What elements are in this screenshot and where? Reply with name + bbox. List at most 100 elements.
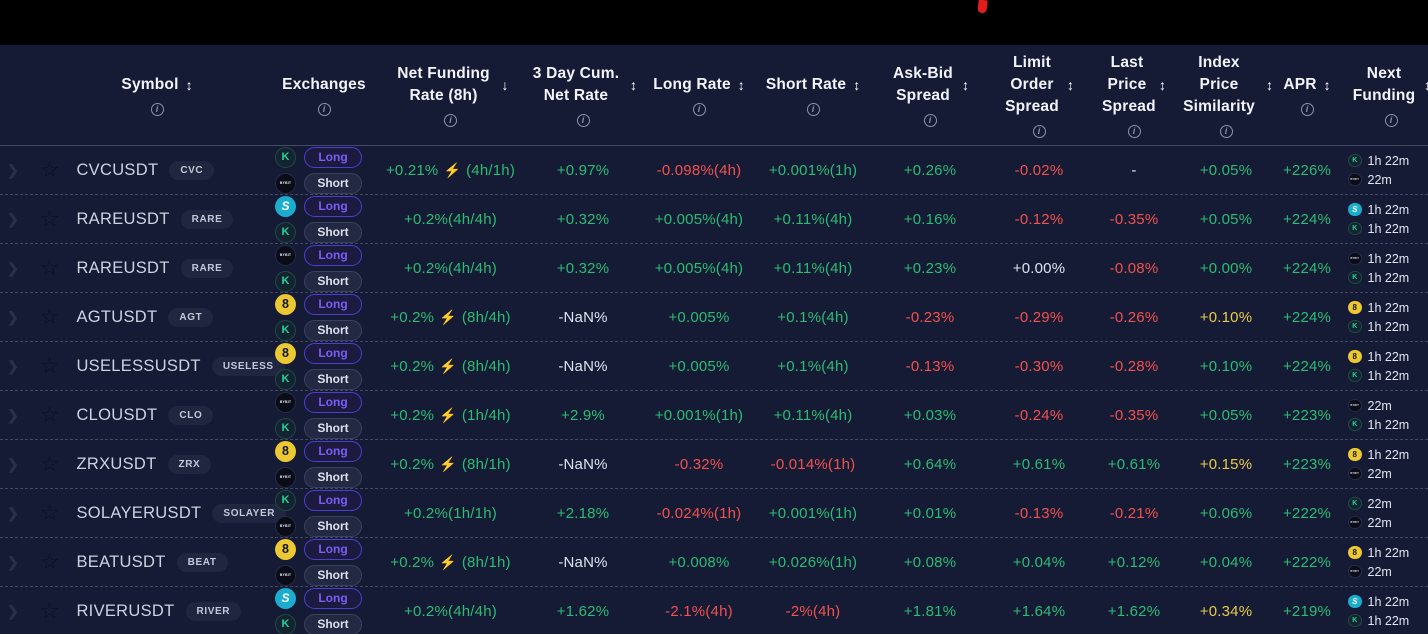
short-badge[interactable]: Short bbox=[304, 172, 362, 194]
col-header-next-funding[interactable]: Next Funding ↕ i bbox=[1341, 63, 1428, 127]
favorite-star-icon[interactable]: ☆ bbox=[39, 304, 60, 329]
short-badge[interactable]: Short bbox=[304, 270, 362, 292]
info-icon[interactable]: i bbox=[1384, 113, 1398, 127]
table-row[interactable]: ❯ ☆ ZRXUSDT ZRX 8 Long BYBIT Short +0.2%… bbox=[0, 440, 1428, 489]
sort-icon[interactable]: ↕ bbox=[962, 77, 969, 93]
short-badge[interactable]: Short bbox=[304, 515, 362, 537]
expand-row-icon[interactable]: ❯ bbox=[7, 161, 19, 178]
apr-cell: +223% bbox=[1273, 407, 1341, 424]
expand-row-icon[interactable]: ❯ bbox=[7, 602, 19, 619]
long-badge[interactable]: Long bbox=[304, 538, 362, 560]
favorite-star-icon[interactable]: ☆ bbox=[39, 549, 60, 574]
col-header-last-price-spread[interactable]: Last Price Spread ↕ i bbox=[1089, 52, 1179, 138]
sort-icon[interactable]: ↕ bbox=[1067, 77, 1074, 93]
favorite-star-icon[interactable]: ☆ bbox=[39, 598, 60, 623]
table-row[interactable]: ❯ ☆ AGTUSDT AGT 8 Long K Short +0.2% ⚡ (… bbox=[0, 293, 1428, 342]
ask-bid-spread-value: +0.64% bbox=[903, 455, 957, 473]
long-badge[interactable]: Long bbox=[304, 293, 362, 315]
table-row[interactable]: ❯ ☆ SOLAYERUSDT SOLAYER K Long BYBIT Sho… bbox=[0, 489, 1428, 538]
short-rate-value: +0.1%(4h) bbox=[777, 357, 849, 375]
expand-row-icon[interactable]: ❯ bbox=[7, 455, 19, 472]
info-icon[interactable]: i bbox=[806, 102, 820, 116]
sort-icon[interactable]: ↕ bbox=[1159, 77, 1166, 93]
sort-icon[interactable]: ↕ bbox=[853, 77, 861, 93]
table-row[interactable]: ❯ ☆ CVCUSDT CVC K Long BYBIT Short +0.21… bbox=[0, 146, 1428, 195]
info-icon[interactable]: i bbox=[1032, 124, 1046, 138]
favorite-star-icon[interactable]: ☆ bbox=[39, 157, 60, 182]
col-header-index-price-similarity[interactable]: Index Price Similarity ↕ i bbox=[1179, 52, 1273, 138]
limit-order-spread-value: -0.29% bbox=[1014, 308, 1064, 326]
sort-icon[interactable]: ↕ bbox=[1424, 77, 1428, 93]
col-header-net-funding-rate[interactable]: Net Funding Rate (8h) ↓ i bbox=[378, 63, 523, 127]
col-header-ask-bid-spread[interactable]: Ask-Bid Spread ↕ i bbox=[871, 63, 989, 127]
base-asset-badge: RARE bbox=[180, 209, 234, 229]
info-icon[interactable]: i bbox=[576, 113, 590, 127]
favorite-star-icon[interactable]: ☆ bbox=[39, 451, 60, 476]
expand-row-icon[interactable]: ❯ bbox=[7, 553, 19, 570]
favorite-star-icon[interactable]: ☆ bbox=[39, 353, 60, 378]
long-badge[interactable]: Long bbox=[304, 587, 362, 609]
favorite-star-icon[interactable]: ☆ bbox=[39, 500, 60, 525]
info-icon[interactable]: i bbox=[444, 113, 457, 127]
short-badge[interactable]: Short bbox=[304, 564, 362, 586]
top-bar bbox=[0, 0, 1428, 45]
expand-row-icon[interactable]: ❯ bbox=[7, 259, 19, 276]
info-icon[interactable]: i bbox=[150, 102, 164, 116]
table-row[interactable]: ❯ ☆ RAREUSDT RARE BYBIT Long K Short +0.… bbox=[0, 244, 1428, 293]
info-icon[interactable]: i bbox=[317, 102, 331, 116]
short-badge[interactable]: Short bbox=[304, 368, 362, 390]
short-badge[interactable]: Short bbox=[304, 417, 362, 439]
exchanges-cell: S Long K Short bbox=[270, 585, 378, 634]
sort-icon[interactable]: ↕ bbox=[185, 77, 193, 93]
table-row[interactable]: ❯ ☆ BEATUSDT BEAT 8 Long BYBIT Short +0.… bbox=[0, 538, 1428, 587]
expand-row-icon[interactable]: ❯ bbox=[7, 504, 19, 521]
long-badge[interactable]: Long bbox=[304, 195, 362, 217]
long-badge[interactable]: Long bbox=[304, 244, 362, 266]
long-badge[interactable]: Long bbox=[304, 146, 362, 168]
info-icon[interactable]: i bbox=[1300, 102, 1314, 116]
favorite-star-icon[interactable]: ☆ bbox=[39, 402, 60, 427]
long-badge[interactable]: Long bbox=[304, 391, 362, 413]
info-icon[interactable]: i bbox=[1127, 124, 1141, 138]
long-exchange-line: K Long bbox=[275, 489, 362, 511]
expand-row-icon[interactable]: ❯ bbox=[7, 406, 19, 423]
short-badge[interactable]: Short bbox=[304, 613, 362, 634]
col-header-short-rate[interactable]: Short Rate ↕ i bbox=[755, 74, 871, 116]
apr-cell: +222% bbox=[1273, 554, 1341, 571]
long-badge[interactable]: Long bbox=[304, 342, 362, 364]
info-icon[interactable]: i bbox=[1219, 124, 1233, 138]
short-badge[interactable]: Short bbox=[304, 466, 362, 488]
long-badge[interactable]: Long bbox=[304, 489, 362, 511]
long-badge[interactable]: Long bbox=[304, 440, 362, 462]
ask-bid-spread-cell: +0.26% bbox=[871, 162, 989, 179]
col-header-cum-net-rate[interactable]: 3 Day Cum. Net Rate ↕ i bbox=[523, 63, 643, 127]
short-badge[interactable]: Short bbox=[304, 221, 362, 243]
ask-bid-spread-value: +0.03% bbox=[903, 406, 957, 424]
info-icon[interactable]: i bbox=[923, 113, 937, 127]
col-header-long-rate[interactable]: Long Rate ↕ i bbox=[643, 74, 755, 116]
long-rate-value: -0.024%(1h) bbox=[656, 504, 742, 522]
short-exchange-line: BYBIT Short bbox=[275, 564, 362, 586]
table-row[interactable]: ❯ ☆ CLOUSDT CLO BYBIT Long K Short +0.2%… bbox=[0, 391, 1428, 440]
sort-icon[interactable]: ↕ bbox=[630, 77, 637, 93]
short-badge[interactable]: Short bbox=[304, 319, 362, 341]
sort-icon[interactable]: ↕ bbox=[1266, 77, 1273, 93]
next-funding-time: 22m bbox=[1367, 398, 1392, 413]
table-row[interactable]: ❯ ☆ RIVERUSDT RIVER S Long K Short +0.2%… bbox=[0, 587, 1428, 634]
sort-icon[interactable]: ↕ bbox=[1323, 77, 1331, 93]
expand-row-icon[interactable]: ❯ bbox=[7, 210, 19, 227]
col-header-limit-order-spread[interactable]: Limit Order Spread ↕ i bbox=[989, 52, 1089, 138]
table-row[interactable]: ❯ ☆ RAREUSDT RARE S Long K Short +0.2% ⚡… bbox=[0, 195, 1428, 244]
favorite-star-icon[interactable]: ☆ bbox=[39, 206, 60, 231]
col-header-symbol[interactable]: Symbol ↕ i bbox=[0, 74, 270, 116]
info-icon[interactable]: i bbox=[692, 102, 706, 116]
sort-desc-icon[interactable]: ↓ bbox=[501, 77, 509, 93]
last-price-spread-cell: - bbox=[1089, 162, 1179, 179]
expand-row-icon[interactable]: ❯ bbox=[7, 308, 19, 325]
col-header-apr[interactable]: APR ↕ i bbox=[1273, 74, 1341, 116]
expand-row-icon[interactable]: ❯ bbox=[7, 357, 19, 374]
sort-icon[interactable]: ↕ bbox=[737, 77, 745, 93]
limit-order-spread-value: +0.00% bbox=[1012, 259, 1066, 277]
table-row[interactable]: ❯ ☆ USELESSUSDT USELESS 8 Long K Short +… bbox=[0, 342, 1428, 391]
favorite-star-icon[interactable]: ☆ bbox=[39, 255, 60, 280]
